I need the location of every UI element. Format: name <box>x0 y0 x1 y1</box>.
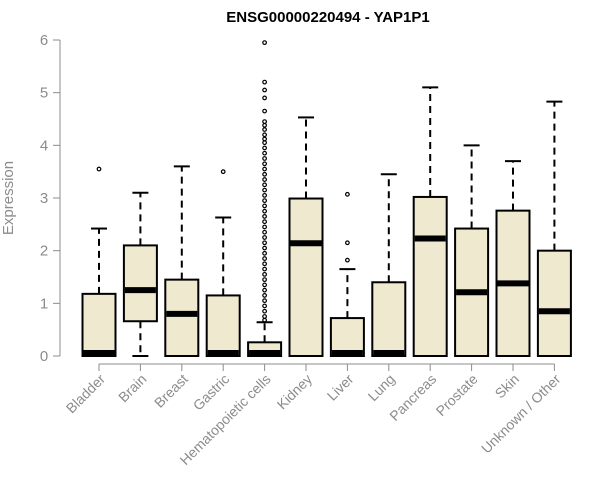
box-iqr <box>412 195 448 357</box>
y-axis-label: Expression <box>0 161 17 235</box>
outlier-point <box>262 166 268 172</box>
box-hematopoietic-cells <box>247 40 283 358</box>
outlier-point <box>262 132 268 138</box>
outlier-point <box>262 277 268 283</box>
x-tick-label: Brain <box>115 371 149 405</box>
outlier-point <box>262 171 268 177</box>
outlier-point <box>262 224 268 230</box>
y-tick-label: 4 <box>40 137 48 154</box>
outlier-point <box>262 293 268 298</box>
outlier-point <box>262 240 268 246</box>
outlier-point <box>262 219 268 225</box>
x-tick-label: Skin <box>492 371 523 402</box>
outlier-point <box>262 156 268 161</box>
outlier-point <box>262 208 268 214</box>
box-unknown-other <box>536 100 572 358</box>
outlier-point <box>262 298 268 304</box>
outlier-point <box>262 187 268 193</box>
box-liver <box>329 191 365 357</box>
x-tick-label: Prostate <box>433 371 481 419</box>
outlier-point <box>262 182 268 188</box>
outlier-point <box>262 150 268 156</box>
outlier-point <box>262 40 268 46</box>
box-pancreas <box>412 86 448 357</box>
outlier-point <box>262 282 268 288</box>
outlier-point <box>262 119 268 125</box>
box-iqr <box>536 249 572 358</box>
box-iqr <box>205 294 241 357</box>
box-prostate <box>454 144 490 357</box>
box-kidney <box>288 116 324 357</box>
outlier-point <box>262 250 268 256</box>
outlier-point <box>262 256 268 261</box>
outlier-point <box>220 169 226 175</box>
x-tick-label: Liver <box>324 371 357 404</box>
outlier-point <box>262 317 268 323</box>
outlier-point <box>262 314 268 319</box>
outlier-point <box>262 95 268 101</box>
x-tick-label: Breast <box>151 371 191 411</box>
outlier-point <box>96 166 102 172</box>
x-tick-label: Lung <box>365 371 398 404</box>
outlier-point <box>345 240 350 246</box>
outlier-point <box>262 140 268 146</box>
x-tick-label: Unknown / Other <box>478 371 564 457</box>
box-iqr <box>122 244 158 323</box>
y-tick-label: 2 <box>40 243 48 260</box>
outlier-point <box>262 214 268 219</box>
plot-area <box>81 40 572 358</box>
y-tick-label: 3 <box>40 190 48 207</box>
x-tick-label: Kidney <box>274 371 316 413</box>
outlier-point <box>262 308 268 314</box>
outlier-point <box>262 177 268 182</box>
outlier-point <box>262 266 268 272</box>
box-lung <box>371 173 407 357</box>
outlier-point <box>262 271 268 277</box>
box-bladder <box>81 166 117 357</box>
outlier-point <box>262 203 268 209</box>
box-brain <box>122 191 158 357</box>
outlier-point <box>262 161 268 167</box>
outlier-point <box>262 245 268 251</box>
y-tick-label: 5 <box>40 85 48 102</box>
box-iqr <box>288 197 324 357</box>
outlier-point <box>262 261 268 267</box>
y-tick-label: 6 <box>40 32 48 49</box>
outlier-point <box>262 136 268 142</box>
y-tick-label: 0 <box>40 348 48 365</box>
y-tick-label: 1 <box>40 295 48 312</box>
box-breast <box>164 165 200 357</box>
outlier-point <box>262 198 268 204</box>
outlier-point <box>262 287 268 293</box>
outlier-point <box>262 192 268 198</box>
outlier-point <box>262 87 268 93</box>
box-gastric <box>205 169 241 357</box>
outlier-point <box>262 127 268 132</box>
outlier-point <box>262 108 268 114</box>
outlier-point <box>262 79 268 85</box>
outlier-point <box>262 122 268 128</box>
y-axis: 0 1 2 3 4 5 6 <box>40 32 61 365</box>
outlier-point <box>262 303 268 309</box>
box-iqr <box>371 281 407 357</box>
box-iqr <box>164 278 200 357</box>
outlier-point <box>345 191 350 197</box>
chart-title: ENSG00000220494 - YAP1P1 <box>226 9 430 26</box>
outlier-point <box>262 229 268 235</box>
box-iqr <box>81 292 117 357</box>
outlier-point <box>345 257 350 263</box>
outlier-point <box>262 145 268 151</box>
box-skin <box>495 160 531 357</box>
x-tick-label: Bladder <box>63 371 109 417</box>
outlier-point <box>262 235 268 240</box>
